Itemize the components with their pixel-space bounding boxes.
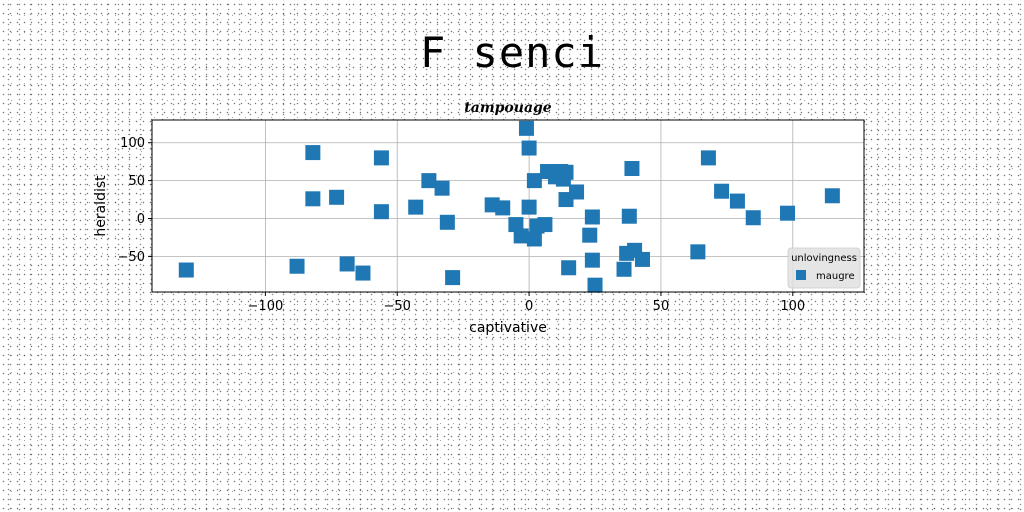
y-axis-label: heraldist	[93, 175, 109, 237]
x-tick-label: 50	[653, 299, 670, 314]
scatter-point	[587, 277, 603, 293]
y-tick-label: 50	[128, 174, 145, 189]
y-tick-label: −50	[118, 250, 145, 265]
scatter-point	[289, 258, 305, 274]
scatter-point	[373, 150, 389, 166]
scatter-point	[780, 205, 796, 221]
scatter-point	[558, 164, 574, 180]
scatter-point	[518, 120, 534, 136]
scatter-point	[513, 228, 529, 244]
x-tick-label: −50	[384, 299, 411, 314]
scatter-point	[329, 189, 345, 205]
scatter-point	[526, 231, 542, 247]
scatter-point	[582, 227, 598, 243]
scatter-point	[305, 191, 321, 207]
scatter-point	[561, 260, 577, 276]
scatter-point	[421, 173, 437, 189]
scatter-point	[569, 184, 585, 200]
chart-title: tampouage	[464, 100, 552, 116]
scatter-point	[584, 252, 600, 268]
scatter-point	[434, 180, 450, 196]
scatter-point	[508, 217, 524, 233]
scatter-point	[178, 262, 194, 278]
x-tick-label: 100	[780, 299, 805, 314]
figure-suptitle: F senci	[419, 28, 604, 77]
legend-marker	[796, 270, 806, 280]
scatter-point	[745, 210, 761, 226]
x-axis-label: captivative	[469, 320, 547, 336]
scatter-point	[408, 199, 424, 215]
scatter-point	[373, 204, 389, 220]
scatter-point	[445, 270, 461, 286]
scatter-point	[584, 209, 600, 225]
x-tick-label: 0	[525, 299, 533, 314]
scatter-point	[355, 265, 371, 281]
scatter-point	[526, 173, 542, 189]
legend-title: unlovingness	[791, 253, 857, 264]
x-tick-label: −100	[248, 299, 284, 314]
y-tick-label: 100	[120, 136, 145, 151]
scatter-point	[521, 199, 537, 215]
scatter-point	[339, 256, 355, 272]
legend-label: maugre	[816, 271, 855, 282]
scatter-point	[714, 183, 730, 199]
scatter-point	[616, 261, 632, 277]
scatter-point	[624, 160, 640, 176]
axes-frame	[151, 119, 865, 293]
scatter-point	[495, 200, 511, 216]
scatter-point	[634, 251, 650, 267]
scatter-point	[439, 214, 455, 230]
scatter-point	[729, 193, 745, 209]
scatter-point	[537, 217, 553, 233]
scatter-point	[521, 140, 537, 156]
y-tick-label: 0	[137, 212, 145, 227]
scatter-point	[690, 244, 706, 260]
scatter-point	[824, 188, 840, 204]
scatter-point	[621, 208, 637, 224]
scatter-point	[305, 145, 321, 161]
scatter-point	[700, 150, 716, 166]
